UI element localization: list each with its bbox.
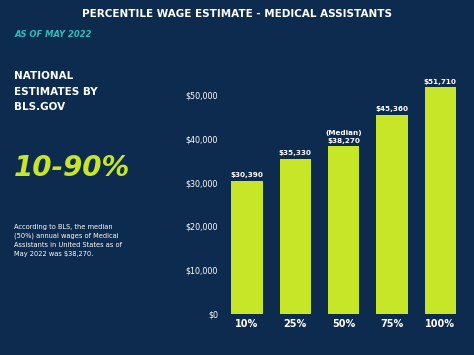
Text: (Median)
$38,270: (Median) $38,270 <box>325 130 362 143</box>
Text: Findmedicalassistantprograms.org: Findmedicalassistantprograms.org <box>356 338 465 343</box>
Bar <box>280 159 311 314</box>
Text: $45,360: $45,360 <box>375 106 409 113</box>
Text: 10-90%: 10-90% <box>14 154 130 182</box>
Text: $51,710: $51,710 <box>424 78 457 84</box>
Bar <box>231 181 263 314</box>
Bar <box>328 146 359 314</box>
Text: SOURCE: BLS.GOV: SOURCE: BLS.GOV <box>9 338 73 343</box>
Text: $35,330: $35,330 <box>279 151 312 157</box>
Bar <box>376 115 408 314</box>
Text: According to BLS, the median
(50%) annual wages of Medical
Assistants in United : According to BLS, the median (50%) annua… <box>14 224 122 257</box>
Text: AS OF MAY 2022: AS OF MAY 2022 <box>14 30 92 39</box>
Text: PERCENTILE WAGE ESTIMATE - MEDICAL ASSISTANTS: PERCENTILE WAGE ESTIMATE - MEDICAL ASSIS… <box>82 9 392 19</box>
Text: NATIONAL
ESTIMATES BY
BLS.GOV: NATIONAL ESTIMATES BY BLS.GOV <box>14 71 98 112</box>
Bar <box>425 87 456 314</box>
Text: $30,390: $30,390 <box>230 172 264 178</box>
